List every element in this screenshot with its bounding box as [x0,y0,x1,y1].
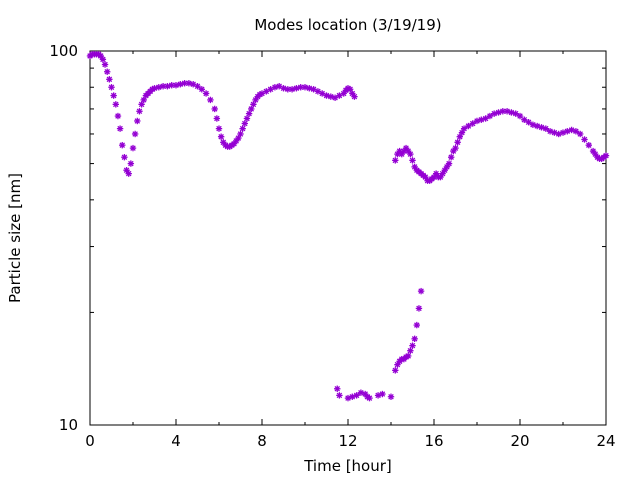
data-point [482,115,489,122]
data-point [159,83,167,90]
data-point [409,342,416,349]
data-points [86,51,610,402]
data-point [392,157,399,164]
data-point [448,154,455,161]
y-tick-label: 100 [49,42,78,60]
data-point [116,125,124,132]
x-tick-label: 12 [338,432,357,450]
x-tick-label: 24 [596,432,615,450]
data-point [577,130,584,138]
x-tick-label: 8 [257,432,267,450]
chart-title: Modes location (3/19/19) [254,16,441,34]
data-point [125,170,132,177]
data-point [177,81,184,88]
data-point [327,93,334,100]
data-point [581,136,588,143]
data-point [241,120,248,127]
axis-ticks: 0 4 8 12 16 20 24 10 100 [49,42,615,450]
data-point [336,392,343,399]
data-point [516,112,524,120]
data-point [353,392,360,399]
data-point [284,86,291,93]
data-point [454,139,461,146]
data-point [422,173,429,181]
data-point [521,116,528,123]
data-point [121,154,128,161]
data-point [411,335,418,343]
data-point [127,160,135,167]
data-point [585,141,592,149]
data-point [131,130,139,138]
x-tick-label: 4 [171,432,181,450]
data-point [198,86,205,93]
data-point [417,287,425,295]
data-point [525,119,532,126]
data-point [452,144,459,152]
data-point [215,125,223,132]
data-point [136,108,143,115]
data-point [572,128,580,135]
data-point [499,108,506,115]
y-tick-label: 10 [59,416,78,434]
data-point [207,96,214,104]
data-point [602,152,610,159]
data-point [407,150,414,158]
data-point [392,367,399,374]
data-point [237,130,244,138]
data-point [542,125,549,132]
data-point [211,105,218,113]
data-point [134,117,141,125]
data-point [460,125,468,132]
data-point [99,56,107,63]
data-point [168,82,175,89]
data-point [104,68,111,75]
x-tick-label: 16 [424,432,443,450]
plot-frame [89,50,607,426]
data-point [407,347,414,354]
data-point [413,321,420,329]
data-point [129,144,137,152]
data-point [217,133,225,140]
data-point [108,84,115,91]
y-axis-label: Particle size [nm] [6,173,24,303]
data-point [409,157,416,164]
data-point [202,90,210,97]
data-point [213,115,221,122]
data-point [101,61,109,68]
data-point [114,112,122,120]
data-point [106,76,113,83]
data-point [243,115,251,122]
data-point [445,160,453,167]
data-point [366,394,373,402]
data-point [469,120,476,127]
data-point [110,92,117,99]
x-axis-label: Time [hour] [303,457,392,475]
data-point [379,390,386,398]
x-tick-label: 20 [510,432,529,450]
data-point [529,121,537,128]
data-point [351,93,358,100]
data-point [334,385,341,392]
data-point [405,352,412,360]
data-point [415,305,423,312]
data-point [194,83,201,90]
x-tick-label: 0 [85,432,95,450]
data-point [239,125,246,132]
data-point [465,122,472,130]
data-point [119,141,126,149]
data-point [112,101,119,108]
data-point [387,393,395,400]
